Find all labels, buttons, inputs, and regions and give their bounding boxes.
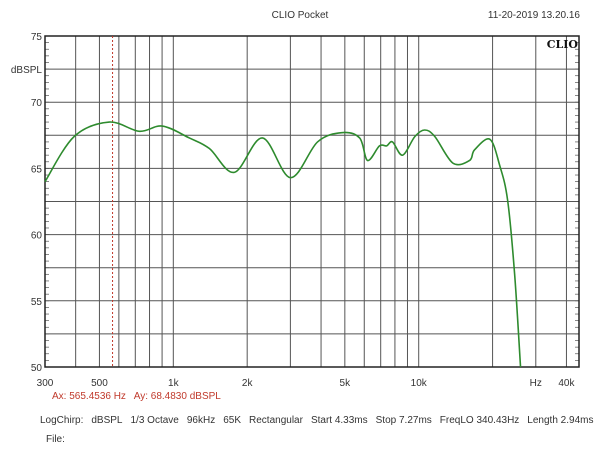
cursor-ax: Ax: 565.4536 Hz — [52, 391, 126, 402]
setting-item: Start 4.33ms — [310, 415, 368, 426]
x-tick-label: 40k — [558, 378, 575, 389]
measurement-settings: LogChirp: dBSPL 1/3 Octave 96kHz 65K Rectangu… — [40, 415, 600, 427]
x-tick-label: 1k — [168, 378, 180, 389]
y-tick-label: 50 — [31, 363, 43, 374]
y-tick-label: 75 — [31, 32, 43, 43]
setting-item: 96kHz — [186, 415, 216, 426]
x-tick-label: 5k — [340, 378, 352, 389]
cursor-ay: Ay: 68.4830 dBSPL — [133, 391, 221, 402]
y-tick-label: 65 — [31, 164, 43, 175]
y-tick-label: 60 — [31, 231, 43, 242]
setting-item: FreqLO 340.43Hz — [439, 415, 520, 426]
response-curve — [44, 121, 522, 368]
y-tick-label: 70 — [31, 98, 43, 109]
x-tick-label: Hz — [530, 378, 542, 389]
y-tick-label: 55 — [31, 297, 43, 308]
setting-item: 65K — [223, 415, 242, 426]
setting-item: Stop 7.27ms — [375, 415, 432, 426]
clio-logo: CLIO — [546, 38, 578, 51]
x-tick-label: 10k — [411, 378, 428, 389]
setting-item: dBSPL — [91, 415, 123, 426]
setting-item: 1/3 Octave — [130, 415, 179, 426]
chart-title: CLIO Pocket — [271, 10, 329, 21]
setting-item: Rectangular — [249, 415, 303, 426]
x-tick-label: 2k — [242, 378, 254, 389]
timestamp: 11-20-2019 13.20.16 — [487, 10, 580, 21]
x-tick-label: 300 — [37, 378, 54, 389]
setting-item: Length 2.94ms — [527, 415, 594, 426]
plot-frame — [44, 35, 580, 368]
y-tick-label: dBSPL — [11, 65, 43, 76]
file-label: File: — [46, 434, 65, 445]
cursor-readout: Ax: 565.4536 Hz Ay: 68.4830 dBSPL — [52, 391, 221, 403]
setting-item: LogChirp: — [40, 415, 84, 426]
x-tick-label: 500 — [91, 378, 108, 389]
